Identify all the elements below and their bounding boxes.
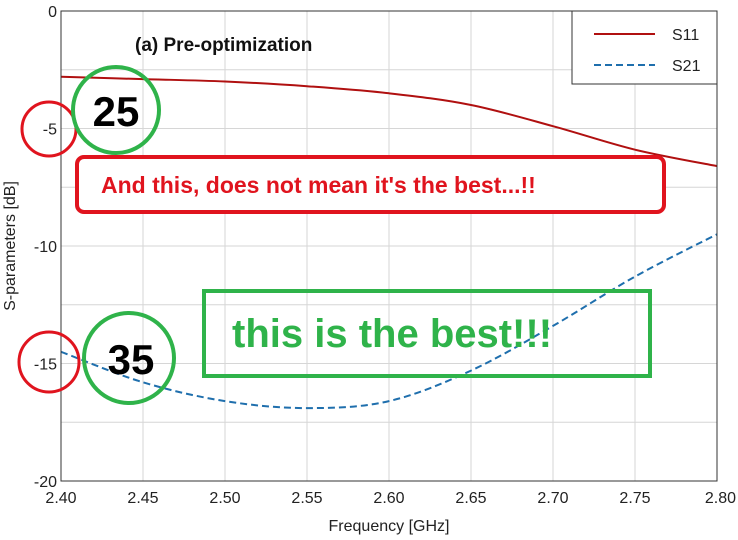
- x-tick-label: 2.55: [291, 490, 322, 507]
- legend-box: [571, 10, 718, 85]
- legend-label-s21: S21: [672, 58, 701, 75]
- y-axis-label: S-parameters [dB]: [2, 181, 19, 311]
- red-callout-box: [75, 155, 666, 214]
- legend-label-s11: S11: [672, 27, 699, 44]
- circled-number-25: 25: [93, 88, 140, 135]
- tick-labels: 2.40 2.45 2.50 2.55 2.60 2.65 2.70 2.75 2.80 0 -5 -…: [34, 4, 736, 507]
- x-axis-label: Frequency [GHz]: [329, 518, 450, 535]
- x-tick-label: 2.45: [127, 490, 158, 507]
- y-tick-label: -15: [34, 357, 57, 374]
- x-tick-label: 2.65: [455, 490, 486, 507]
- x-tick-label: 2.75: [619, 490, 650, 507]
- x-tick-label: 2.40: [45, 490, 76, 507]
- plot-frame: [60, 10, 718, 482]
- y-tick-label: 0: [48, 4, 57, 21]
- y-tick-label: -10: [34, 239, 57, 256]
- red-callout-text: And this, does not mean it's the best...…: [101, 172, 536, 198]
- green-circle-35: [82, 311, 176, 405]
- circled-number-35: 35: [108, 336, 155, 383]
- chart-subtitle: (a) Pre-optimization: [135, 35, 312, 56]
- series-line-s11: [60, 75, 718, 168]
- y-tick-label: -20: [34, 474, 57, 491]
- green-callout-text: this is the best!!!: [232, 312, 552, 356]
- annotations: 25 35 And this, does not mean it's the b…: [17, 65, 666, 405]
- green-circle-25: [71, 65, 161, 155]
- x-tick-label: 2.60: [373, 490, 404, 507]
- x-tick-label: 2.50: [209, 490, 240, 507]
- green-callout-box: [202, 289, 652, 378]
- red-circle-minus15: [17, 330, 81, 394]
- legend: S11 S21: [571, 10, 718, 85]
- x-tick-label: 2.80: [705, 490, 736, 507]
- x-tick-label: 2.70: [537, 490, 568, 507]
- y-tick-label: -5: [43, 122, 57, 139]
